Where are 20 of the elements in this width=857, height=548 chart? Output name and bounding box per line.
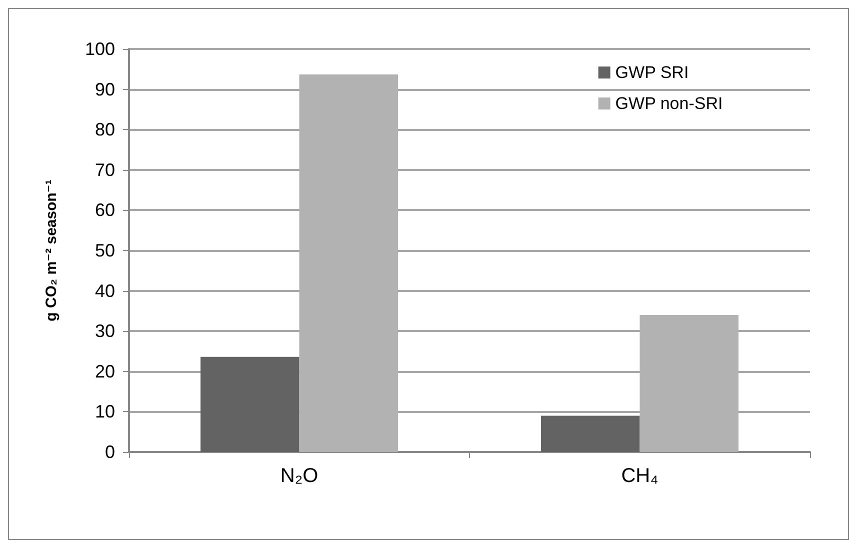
y-tick-label: 20 xyxy=(94,361,115,382)
bar xyxy=(299,74,398,452)
y-tick-label: 0 xyxy=(104,442,115,462)
y-tick-label: 80 xyxy=(94,120,115,140)
legend-label: GWP SRI xyxy=(615,63,689,82)
y-axis-title: g CO₂ m⁻² season⁻¹ xyxy=(43,180,60,322)
x-tick-label: N₂O xyxy=(280,465,318,487)
legend-label: GWP non-SRI xyxy=(615,94,723,113)
y-tick-label: 40 xyxy=(94,280,115,301)
bar xyxy=(200,356,300,452)
y-tick-label: 50 xyxy=(94,240,115,260)
bar xyxy=(640,314,738,452)
y-tick-label: 10 xyxy=(94,402,115,422)
x-tick-label: CH₄ xyxy=(621,465,658,487)
y-tick-label: 60 xyxy=(94,200,115,220)
y-tick-label: 90 xyxy=(94,79,115,100)
y-tick-label: 30 xyxy=(94,321,115,342)
bar xyxy=(541,416,640,452)
y-tick-label: 70 xyxy=(94,160,115,180)
y-tick-label: 100 xyxy=(84,39,115,59)
